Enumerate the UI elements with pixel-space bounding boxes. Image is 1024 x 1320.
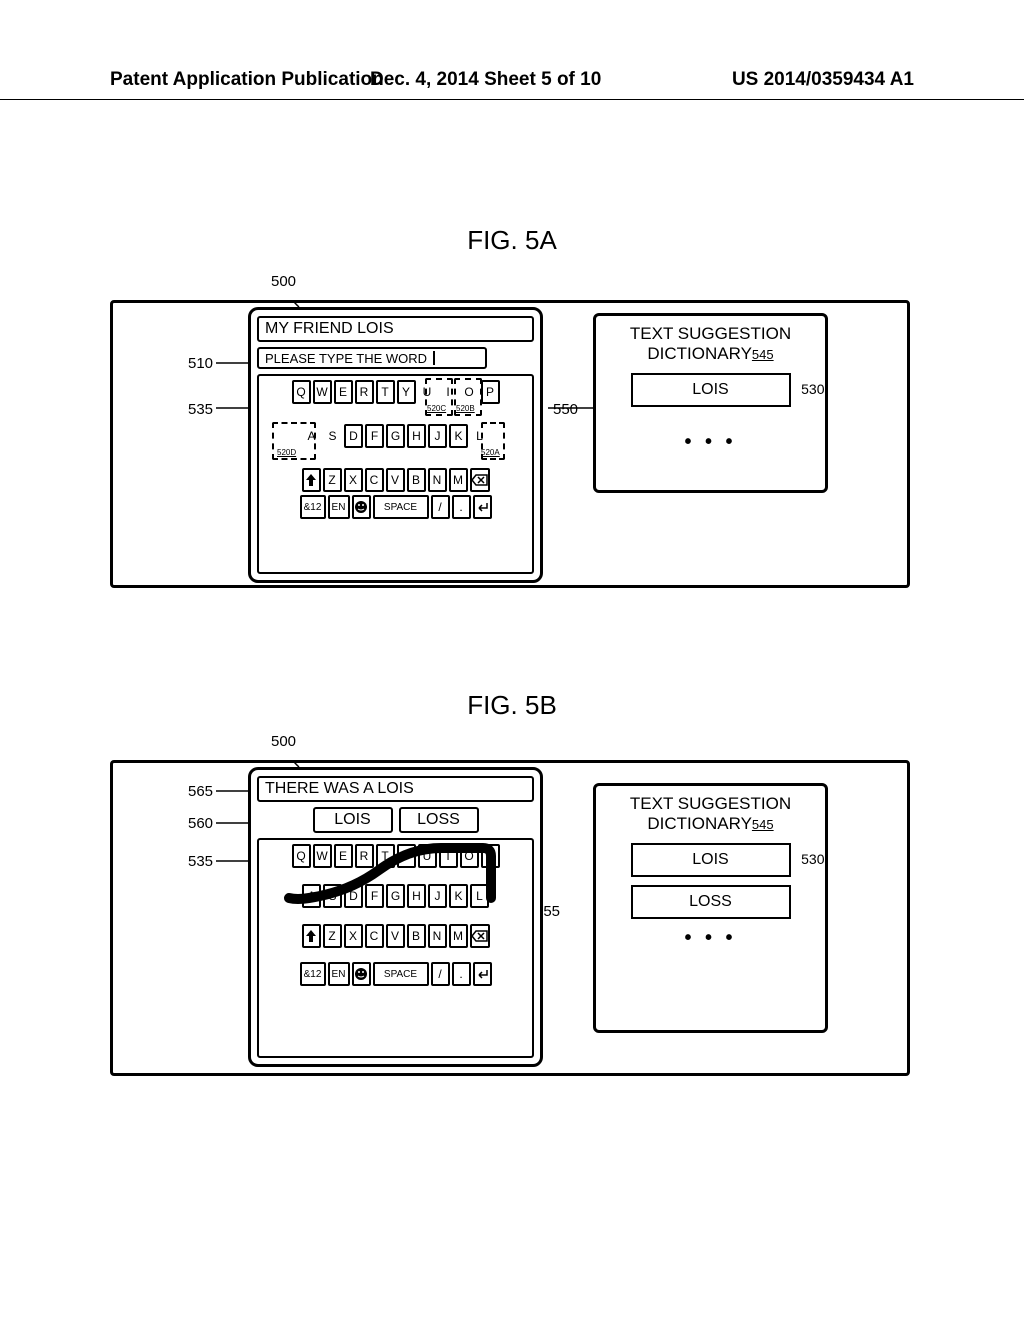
key-T[interactable]: T <box>376 380 395 404</box>
figA-dict-panel: TEXT SUGGESTION DICTIONARY545 LOIS 530 •… <box>593 313 828 493</box>
figB-dict-word-0: LOIS 530 <box>631 843 791 877</box>
figA-dict-word-ref: 530 <box>801 381 824 397</box>
key-F[interactable]: F <box>365 424 384 448</box>
figB-label-560: 560 <box>188 815 213 832</box>
key-G[interactable]: G <box>386 424 405 448</box>
key-Z[interactable]: Z <box>323 468 342 492</box>
hint-520B-label: 520B <box>456 404 475 413</box>
figA-label-510: 510 <box>188 355 213 372</box>
key-W[interactable]: W <box>313 380 332 404</box>
figA-label-550: 550 <box>553 401 578 418</box>
shift-icon[interactable] <box>302 468 321 492</box>
page-header: Patent Application Publication Dec. 4, 2… <box>0 0 1024 100</box>
figA-title: FIG. 5A <box>0 225 1024 256</box>
figB-dict-title: TEXT SUGGESTION DICTIONARY545 <box>604 794 817 835</box>
figA-hint-text: PLEASE TYPE THE WORD <box>265 351 427 366</box>
hint-520A-label: 520A <box>481 448 500 457</box>
figB-suggestion-0[interactable]: LOIS <box>313 807 393 833</box>
key-Q[interactable]: Q <box>292 380 311 404</box>
figB-keyboard[interactable]: Q W E R T Y U I O P A S D F G <box>257 838 534 1058</box>
figB-device: THERE WAS A LOIS LOIS LOSS Q W E R T Y <box>248 767 543 1067</box>
figB-suggestions: LOIS LOSS <box>257 807 534 833</box>
figA-dict-ref: 545 <box>752 347 774 362</box>
key-J[interactable]: J <box>428 424 447 448</box>
figB-input-text: THERE WAS A LOIS <box>265 780 414 798</box>
key-C[interactable]: C <box>365 468 384 492</box>
figB-dict-word-ref: 530 <box>801 851 824 867</box>
page: Patent Application Publication Dec. 4, 2… <box>0 0 1024 1320</box>
figB-label-535: 535 <box>188 853 213 870</box>
key-Y[interactable]: Y <box>397 380 416 404</box>
key-E[interactable]: E <box>334 380 353 404</box>
header-right: US 2014/0359434 A1 <box>732 69 914 91</box>
key-symbols[interactable]: &12 <box>300 495 326 519</box>
figA-hint-field: PLEASE TYPE THE WORD <box>257 347 487 369</box>
figA-device: MY FRIEND LOIS PLEASE TYPE THE WORD 520C… <box>248 307 543 583</box>
figA-ellipsis: • • • <box>684 431 736 454</box>
key-B[interactable]: B <box>407 468 426 492</box>
figB-dict-word-1: LOSS <box>631 885 791 919</box>
swipe-stroke <box>259 840 532 1056</box>
key-I[interactable]: I <box>439 380 458 404</box>
figB-dict-ref: 545 <box>752 817 774 832</box>
figA-box: 500 510 535 530 540 550 MY FRIEND LOIS <box>110 300 910 588</box>
figA-dict-word-0: LOIS 530 <box>631 373 791 407</box>
key-row-2: A S D F G H J K L <box>263 424 528 448</box>
key-lang[interactable]: EN <box>328 495 350 519</box>
figA-ref-500: 500 <box>271 273 296 290</box>
figA-dict-title: TEXT SUGGESTION DICTIONARY545 <box>604 324 817 365</box>
hint-520C-label: 520C <box>427 404 446 413</box>
figB-label-565: 565 <box>188 783 213 800</box>
key-V[interactable]: V <box>386 468 405 492</box>
key-R[interactable]: R <box>355 380 374 404</box>
figB-dict-panel: TEXT SUGGESTION DICTIONARY545 LOIS 530 L… <box>593 783 828 1033</box>
key-S[interactable]: S <box>323 424 342 448</box>
header-mid: Dec. 4, 2014 Sheet 5 of 10 <box>370 69 601 91</box>
key-U[interactable]: U <box>418 380 437 404</box>
figA-input-field[interactable]: MY FRIEND LOIS <box>257 316 534 342</box>
hint-520D-label: 520D <box>277 448 296 457</box>
key-A[interactable]: A <box>302 424 321 448</box>
figB-ellipsis: • • • <box>684 927 736 950</box>
backspace-icon[interactable] <box>470 468 490 492</box>
figB-input-field[interactable]: THERE WAS A LOIS <box>257 776 534 802</box>
cursor-icon <box>433 351 435 365</box>
key-slash[interactable]: / <box>431 495 450 519</box>
key-L[interactable]: L <box>470 424 489 448</box>
figA-input-text: MY FRIEND LOIS <box>265 320 394 338</box>
key-N[interactable]: N <box>428 468 447 492</box>
key-H[interactable]: H <box>407 424 426 448</box>
enter-icon[interactable] <box>473 495 492 519</box>
figB-title: FIG. 5B <box>0 690 1024 721</box>
figB-box: 500 565 560 535 540 555 THERE WAS A LOIS <box>110 760 910 1076</box>
figA-label-535: 535 <box>188 401 213 418</box>
key-P[interactable]: P <box>481 380 500 404</box>
key-row-3: Z X C V B N M <box>263 468 528 492</box>
key-period[interactable]: . <box>452 495 471 519</box>
key-M[interactable]: M <box>449 468 468 492</box>
key-X[interactable]: X <box>344 468 363 492</box>
figB-suggestion-1[interactable]: LOSS <box>399 807 479 833</box>
key-D[interactable]: D <box>344 424 363 448</box>
emoji-icon[interactable] <box>352 495 371 519</box>
key-K[interactable]: K <box>449 424 468 448</box>
figA-keyboard[interactable]: 520C 520B 520A 520D Q W E R T Y U I O P <box>257 374 534 574</box>
header-left: Patent Application Publication <box>110 69 384 91</box>
key-O[interactable]: O <box>460 380 479 404</box>
key-row-4: &12 EN SPACE / . <box>263 495 528 519</box>
key-row-1: Q W E R T Y U I O P <box>263 380 528 404</box>
figB-ref-500: 500 <box>271 733 296 750</box>
key-space[interactable]: SPACE <box>373 495 429 519</box>
